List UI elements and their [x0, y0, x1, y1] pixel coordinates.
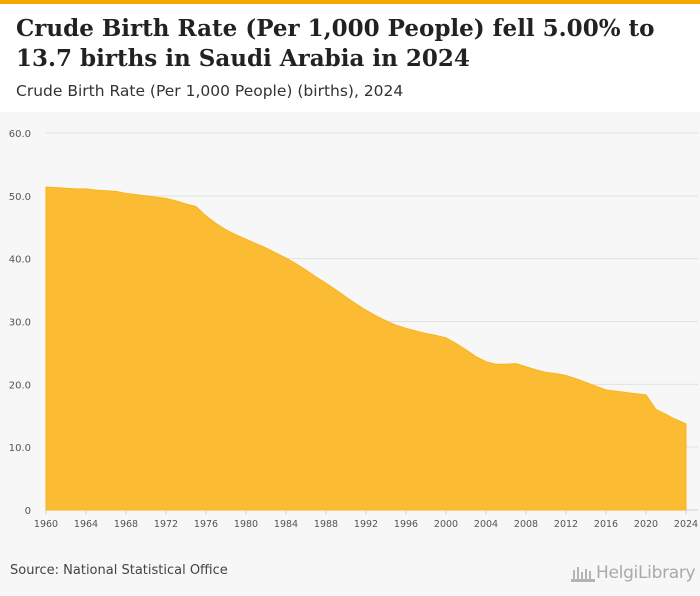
- x-tick-label: 1976: [194, 519, 218, 530]
- source-note: Source: National Statistical Office: [10, 563, 228, 578]
- chart-header: Crude Birth Rate (Per 1,000 People) fell…: [0, 4, 700, 112]
- x-tick-label: 2012: [554, 519, 578, 530]
- x-tick-label: 2024: [674, 519, 698, 530]
- y-tick-label: 30.0: [9, 318, 31, 329]
- series-area: [45, 186, 687, 511]
- x-tick-label: 2004: [474, 519, 498, 530]
- helgi-library-logo: HelgiLibrary: [570, 560, 696, 586]
- y-tick-label: 20.0: [9, 380, 31, 391]
- accent-bar: [0, 0, 700, 4]
- x-tick-label: 2020: [634, 519, 658, 530]
- x-tick-label: 1984: [274, 519, 298, 530]
- x-tick-label: 2000: [434, 519, 458, 530]
- x-tick-label: 2016: [594, 519, 618, 530]
- x-tick-label: 1964: [74, 519, 98, 530]
- x-tick-label: 1996: [394, 519, 418, 530]
- x-tick-label: 1960: [34, 519, 58, 530]
- x-tick-label: 1980: [234, 519, 258, 530]
- logo-text: HelgiLibrary: [596, 563, 696, 583]
- x-tick-label: 1992: [354, 519, 378, 530]
- y-tick-label: 40.0: [9, 255, 31, 266]
- y-tick-label: 50.0: [9, 192, 31, 203]
- x-tick-label: 1988: [314, 519, 338, 530]
- library-icon: [571, 567, 595, 582]
- x-tick-label: 1968: [114, 519, 138, 530]
- y-tick-label: 10.0: [9, 443, 31, 454]
- y-tick-label: 60.0: [9, 129, 31, 140]
- x-tick-label: 1972: [154, 519, 178, 530]
- chart-subtitle: Crude Birth Rate (Per 1,000 People) (bir…: [16, 82, 404, 100]
- y-tick-label: 0: [25, 506, 31, 517]
- area-chart: 0 10.0 20.0 30.0 40.0 50.0 60.0 1960 1964 1968 197…: [9, 129, 698, 530]
- page-title: Crude Birth Rate (Per 1,000 People) fell…: [16, 15, 655, 72]
- x-tick-label: 2008: [514, 519, 538, 530]
